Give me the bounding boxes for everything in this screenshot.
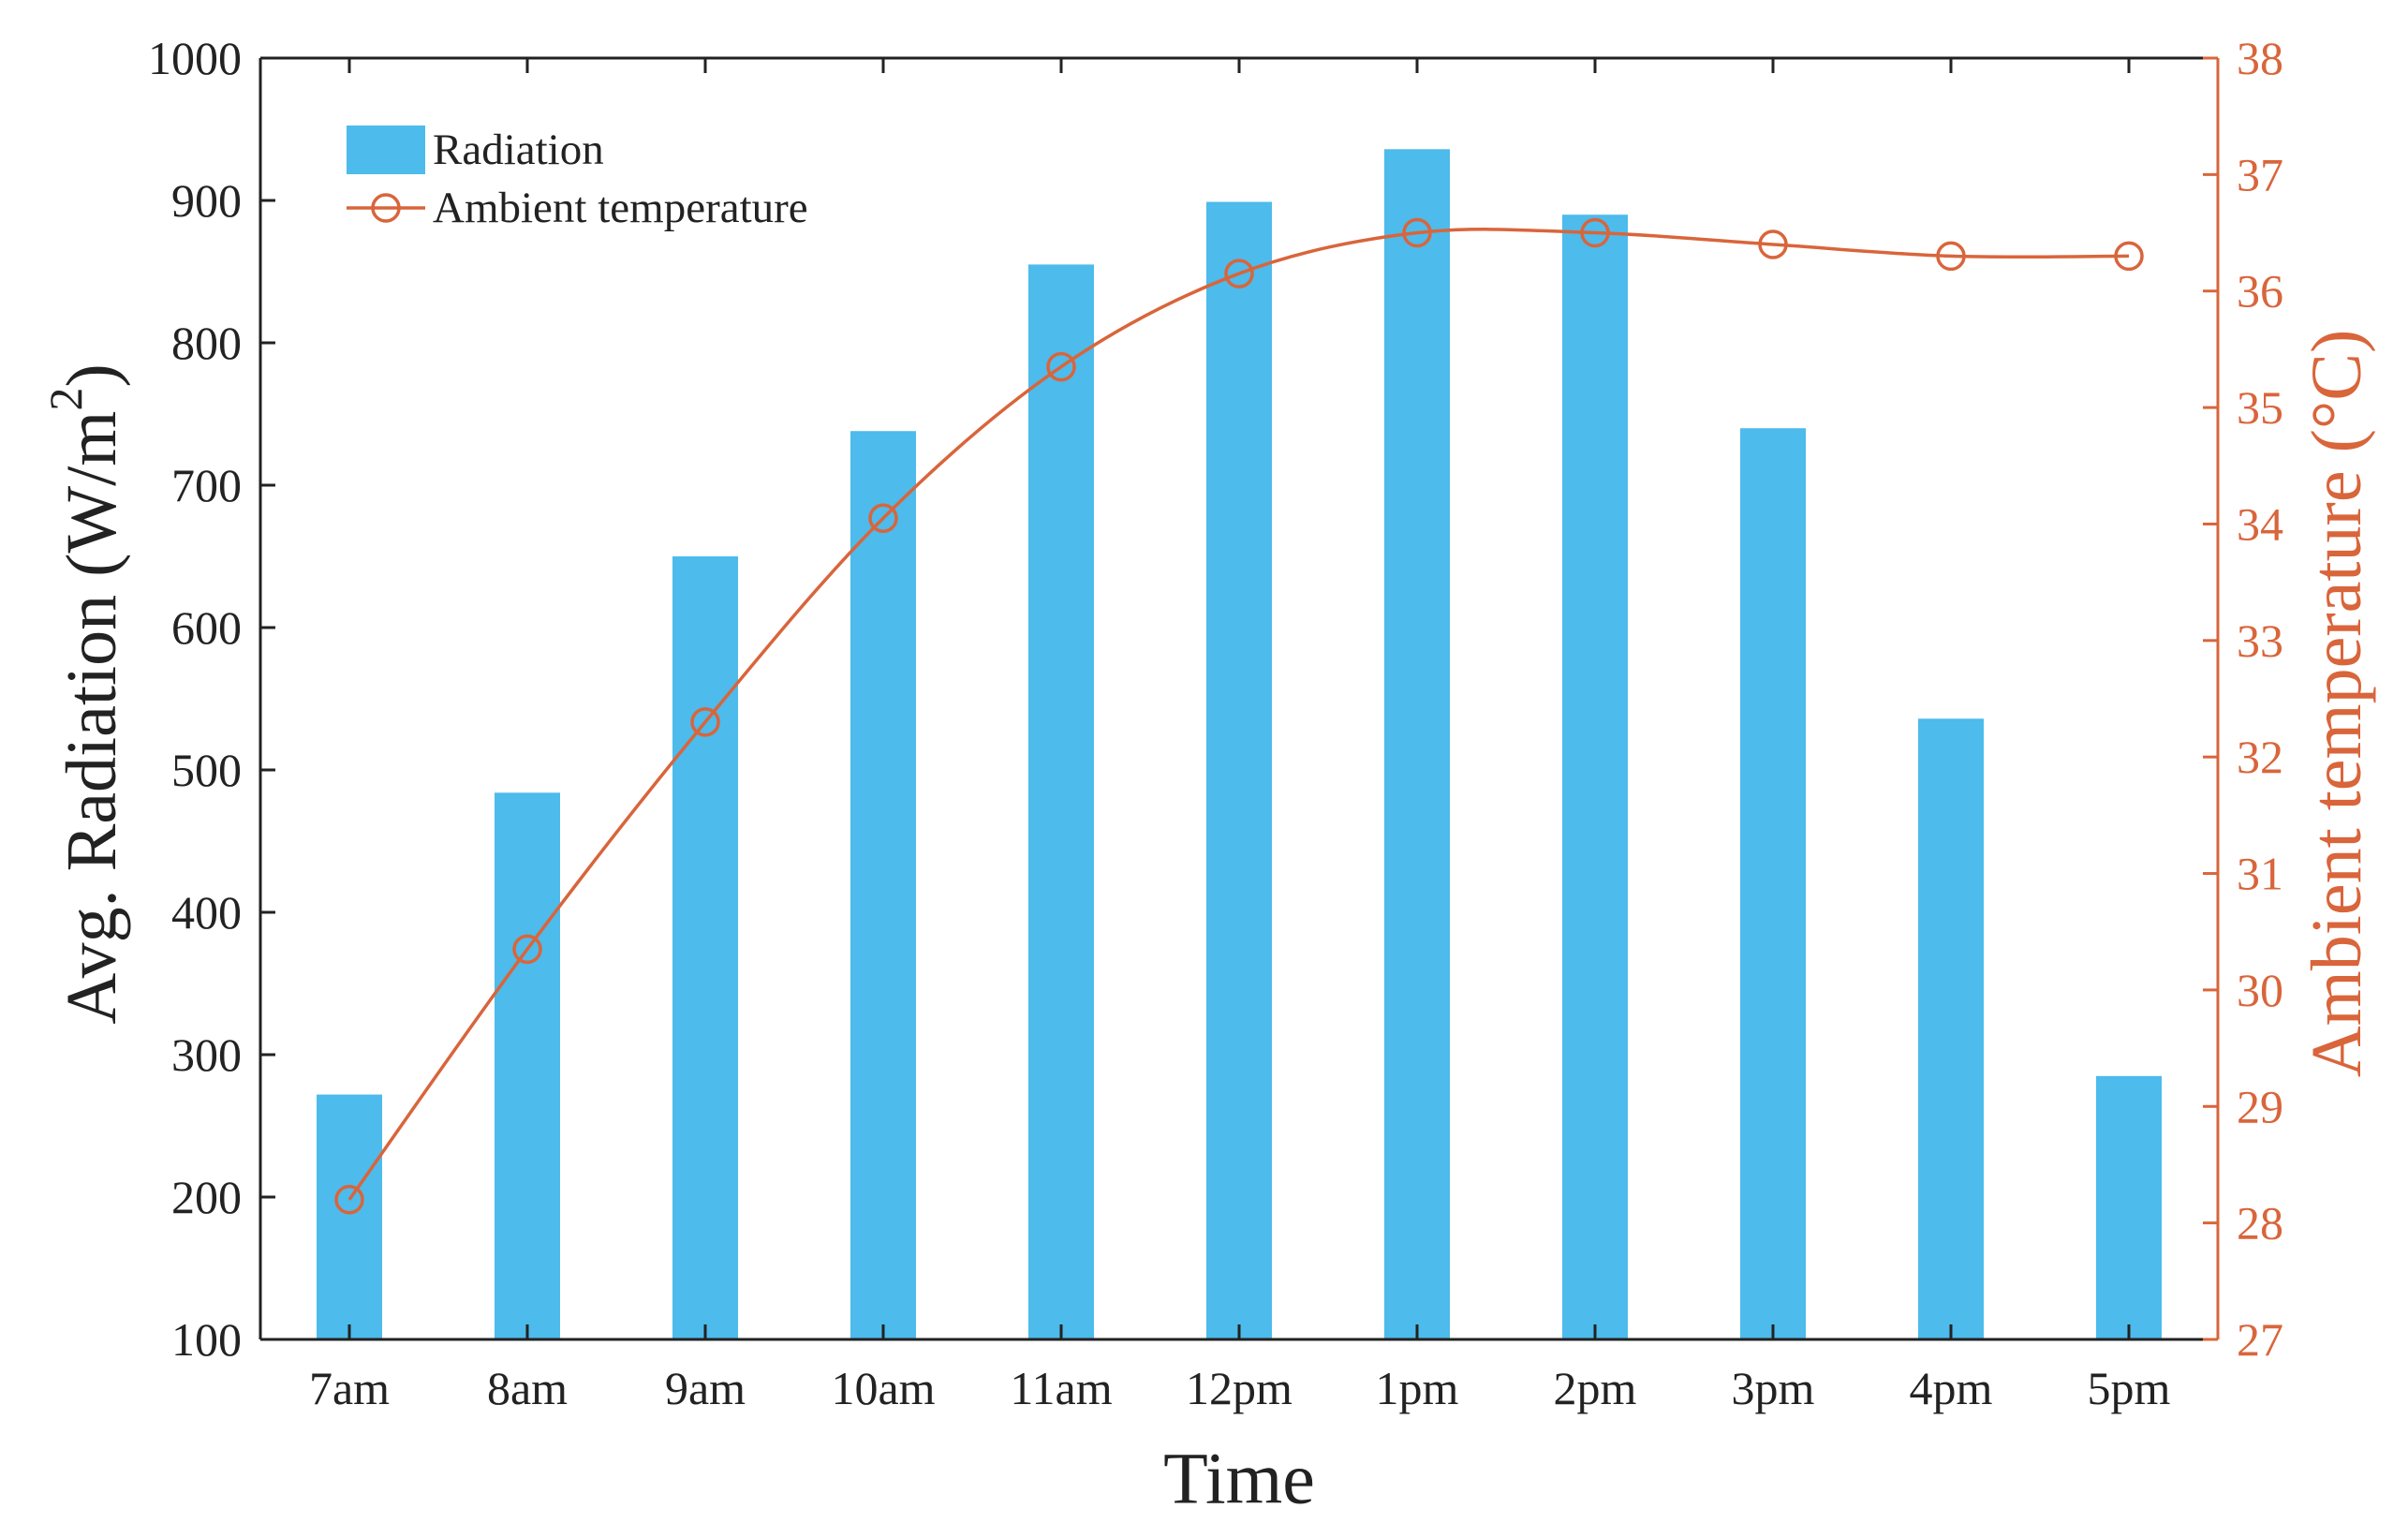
bars-layer bbox=[317, 149, 2162, 1340]
temperature-point-10am bbox=[868, 503, 898, 533]
y-right-tick-label: 31 bbox=[2237, 848, 2283, 900]
y-left-tick-label: 200 bbox=[171, 1171, 242, 1223]
labels-layer: 100 200 300 400 500 600 700 800 900 1000 27 28 29 30 3… bbox=[39, 32, 2376, 1519]
y-right-tick-label: 34 bbox=[2237, 497, 2283, 550]
y-left-axis-title: Avg. Radiation (W/m2) bbox=[39, 363, 131, 1024]
bar-4pm bbox=[1918, 718, 1984, 1339]
x-tick-label: 10am bbox=[831, 1362, 935, 1414]
y-left-tick-label: 900 bbox=[171, 174, 242, 227]
y-right-tick-label: 27 bbox=[2237, 1313, 2283, 1366]
temperature-point-8am bbox=[512, 934, 542, 965]
y-right-tick-label: 33 bbox=[2237, 614, 2283, 667]
bar-5pm bbox=[2096, 1075, 2162, 1339]
y-left-tick-label: 400 bbox=[171, 886, 242, 939]
temperature-point-7am bbox=[334, 1185, 364, 1215]
y-left-tick-label: 1000 bbox=[148, 32, 242, 84]
x-axis-title: Time bbox=[1163, 1438, 1315, 1519]
temperature-point-4pm bbox=[1936, 241, 1966, 272]
axes-layer bbox=[259, 56, 2220, 1341]
y-right-tick-label: 29 bbox=[2237, 1080, 2283, 1132]
temperature-point-2pm bbox=[1580, 217, 1610, 248]
x-tick-label: 8am bbox=[487, 1362, 568, 1414]
x-tick-label: 1pm bbox=[1376, 1362, 1459, 1414]
x-tick-label: 11am bbox=[1010, 1362, 1112, 1414]
temperature-point-5pm bbox=[2114, 241, 2144, 272]
y-left-tick-label: 300 bbox=[171, 1028, 242, 1081]
y-left-tick-label: 100 bbox=[171, 1313, 242, 1366]
y-right-axis-title: Ambient temperature (°C) bbox=[2297, 330, 2376, 1078]
temperature-point-11am bbox=[1046, 351, 1076, 382]
legend-temperature-label: Ambient temperature bbox=[433, 184, 808, 232]
legend-radiation-swatch bbox=[347, 126, 425, 174]
y-right-tick-label: 36 bbox=[2237, 265, 2283, 318]
y-right-tick-label: 30 bbox=[2237, 964, 2283, 1016]
bar-10am bbox=[850, 431, 916, 1339]
bar-12pm bbox=[1206, 201, 1272, 1339]
x-tick-label: 9am bbox=[665, 1362, 746, 1414]
x-tick-label: 12pm bbox=[1186, 1362, 1293, 1414]
x-tick-label: 4pm bbox=[1910, 1362, 1993, 1414]
bar-9am bbox=[672, 556, 738, 1339]
temperature-point-3pm bbox=[1758, 229, 1788, 259]
temperature-point-9am bbox=[690, 707, 720, 737]
line-layer bbox=[334, 217, 2144, 1215]
temperature-line bbox=[347, 228, 2130, 1201]
legend-temperature-marker bbox=[371, 193, 401, 223]
bar-11am bbox=[1028, 264, 1094, 1339]
temperature-point-1pm bbox=[1402, 217, 1432, 248]
bar-7am bbox=[317, 1094, 382, 1339]
bar-8am bbox=[495, 792, 560, 1339]
bar-1pm bbox=[1384, 149, 1450, 1339]
x-tick-label: 2pm bbox=[1554, 1362, 1637, 1414]
x-tick-label: 3pm bbox=[1732, 1362, 1815, 1414]
temperature-point-12pm bbox=[1224, 259, 1254, 288]
y-right-tick-label: 35 bbox=[2237, 381, 2283, 434]
legend-layer: Radiation Ambient temperature bbox=[347, 126, 808, 232]
x-tick-label: 7am bbox=[309, 1362, 390, 1414]
y-right-tick-label: 38 bbox=[2237, 32, 2283, 84]
legend-radiation-label: Radiation bbox=[433, 126, 604, 174]
bar-3pm bbox=[1740, 428, 1806, 1339]
y-right-tick-label: 32 bbox=[2237, 731, 2283, 783]
y-left-tick-label: 700 bbox=[171, 459, 242, 511]
y-left-tick-label: 600 bbox=[171, 601, 242, 654]
y-right-tick-label: 28 bbox=[2237, 1197, 2283, 1249]
y-left-tick-label: 800 bbox=[171, 317, 242, 369]
y-right-tick-label: 37 bbox=[2237, 148, 2283, 200]
y-left-tick-label: 500 bbox=[171, 744, 242, 796]
x-tick-label: 5pm bbox=[2088, 1362, 2171, 1414]
bar-2pm bbox=[1562, 214, 1628, 1340]
